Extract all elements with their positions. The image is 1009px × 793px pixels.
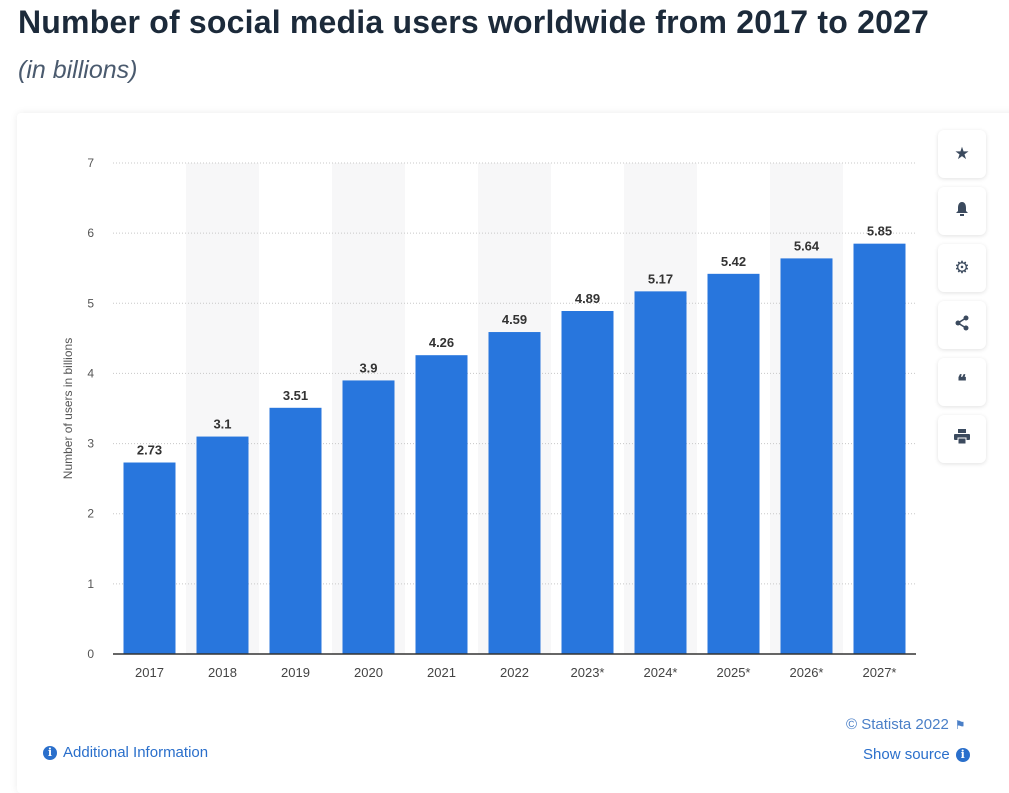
bar bbox=[269, 407, 322, 654]
y-axis-label: Number of users in billions bbox=[61, 338, 75, 479]
data-label: 5.85 bbox=[867, 224, 892, 239]
bar bbox=[561, 311, 614, 654]
share-button[interactable] bbox=[938, 301, 986, 349]
data-label: 4.26 bbox=[429, 335, 454, 350]
settings-button[interactable]: ⚙ bbox=[938, 244, 986, 292]
additional-information-link[interactable]: i Additional Information bbox=[43, 744, 208, 761]
x-tick-label: 2025* bbox=[717, 665, 751, 680]
x-tick-label: 2026* bbox=[790, 665, 824, 680]
x-tick-label: 2021 bbox=[427, 665, 456, 680]
data-label: 4.89 bbox=[575, 291, 600, 306]
data-label: 4.59 bbox=[502, 312, 527, 327]
page-title: Number of social media users worldwide f… bbox=[18, 4, 930, 40]
data-label: 5.17 bbox=[648, 271, 673, 286]
toolbar: ★ ⚙ ❝ bbox=[938, 130, 986, 472]
bar bbox=[415, 355, 468, 654]
data-label: 3.9 bbox=[359, 360, 377, 375]
bar bbox=[634, 291, 687, 654]
copyright[interactable]: © Statista 2022 ⚑ bbox=[846, 716, 966, 733]
notification-button[interactable] bbox=[938, 187, 986, 235]
star-icon: ★ bbox=[954, 144, 970, 163]
y-tick-label: 5 bbox=[87, 296, 94, 310]
y-tick-label: 2 bbox=[87, 507, 94, 521]
bell-icon bbox=[955, 201, 969, 222]
show-source-text: Show source bbox=[863, 746, 950, 763]
info-icon: i bbox=[955, 747, 970, 762]
bar bbox=[780, 258, 833, 654]
gear-icon: ⚙ bbox=[954, 258, 970, 277]
y-tick-label: 4 bbox=[87, 366, 94, 380]
y-tick-label: 3 bbox=[87, 437, 94, 451]
y-tick-label: 0 bbox=[87, 647, 94, 661]
x-tick-label: 2027* bbox=[863, 665, 897, 680]
x-tick-label: 2022 bbox=[500, 665, 529, 680]
bar bbox=[196, 436, 249, 654]
data-label: 3.51 bbox=[283, 388, 308, 403]
y-tick-label: 7 bbox=[87, 156, 94, 170]
cite-button[interactable]: ❝ bbox=[938, 358, 986, 406]
data-label: 2.73 bbox=[137, 443, 162, 458]
additional-information-text: Additional Information bbox=[63, 744, 209, 761]
x-tick-label: 2023* bbox=[571, 665, 605, 680]
bar bbox=[342, 380, 395, 654]
x-tick-label: 2024* bbox=[644, 665, 678, 680]
data-label: 5.64 bbox=[794, 238, 820, 253]
x-tick-label: 2020 bbox=[354, 665, 383, 680]
x-tick-label: 2017 bbox=[135, 665, 164, 680]
bar bbox=[707, 273, 760, 654]
show-source-link[interactable]: Show source i bbox=[863, 746, 970, 763]
print-icon bbox=[954, 429, 970, 449]
share-icon bbox=[955, 315, 969, 336]
copyright-text: © Statista 2022 bbox=[846, 716, 949, 733]
bar bbox=[488, 332, 541, 654]
data-label: 3.1 bbox=[213, 417, 231, 432]
print-button[interactable] bbox=[938, 415, 986, 463]
quote-icon: ❝ bbox=[957, 372, 967, 391]
info-icon: i bbox=[43, 745, 57, 760]
page-subtitle: (in billions) bbox=[18, 56, 138, 84]
x-tick-label: 2018 bbox=[208, 665, 237, 680]
flag-icon: ⚑ bbox=[954, 717, 966, 732]
y-tick-label: 6 bbox=[87, 226, 94, 240]
x-tick-label: 2019 bbox=[281, 665, 310, 680]
y-tick-label: 1 bbox=[87, 577, 94, 591]
data-label: 5.42 bbox=[721, 254, 746, 269]
favorite-button[interactable]: ★ bbox=[938, 130, 986, 178]
bar bbox=[123, 462, 176, 654]
bar bbox=[853, 243, 906, 654]
